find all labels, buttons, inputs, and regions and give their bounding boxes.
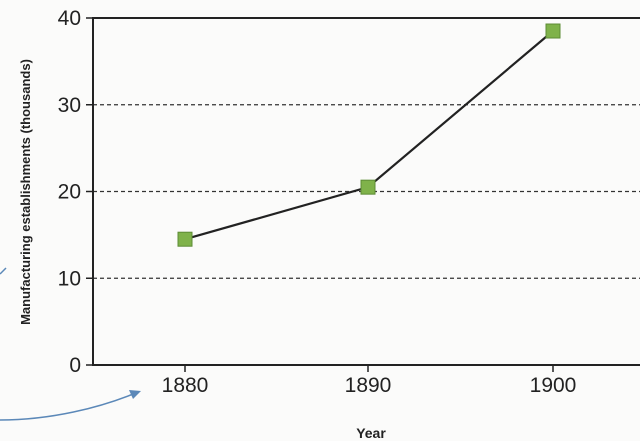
x-tick-label: 1880 [162, 374, 209, 397]
x-tick-label: 1890 [345, 374, 392, 397]
annotation-arrow-stub [0, 267, 7, 275]
x-axis-title: Year [356, 425, 386, 441]
data-point-1900 [545, 23, 561, 39]
data-point-1890 [360, 179, 376, 195]
data-point-1880 [177, 231, 193, 247]
series-layer [177, 23, 561, 247]
axis-ticks [86, 17, 554, 372]
x-axis-tick-labels: 1880 1890 1900 [162, 374, 577, 397]
y-tick-label: 20 [58, 181, 81, 204]
annotation-arrowhead [129, 390, 141, 399]
annotation-arrow [0, 391, 139, 421]
y-axis-title: Manufacturing establishments (thousands) [18, 59, 33, 325]
y-tick-label: 0 [69, 354, 81, 377]
y-tick-label: 30 [58, 94, 81, 117]
y-tick-label: 10 [58, 267, 81, 290]
series-line [184, 30, 554, 241]
x-tick-label: 1900 [530, 374, 577, 397]
y-tick-label: 40 [58, 7, 81, 30]
y-axis-tick-labels: 0 10 20 30 40 [58, 7, 81, 377]
